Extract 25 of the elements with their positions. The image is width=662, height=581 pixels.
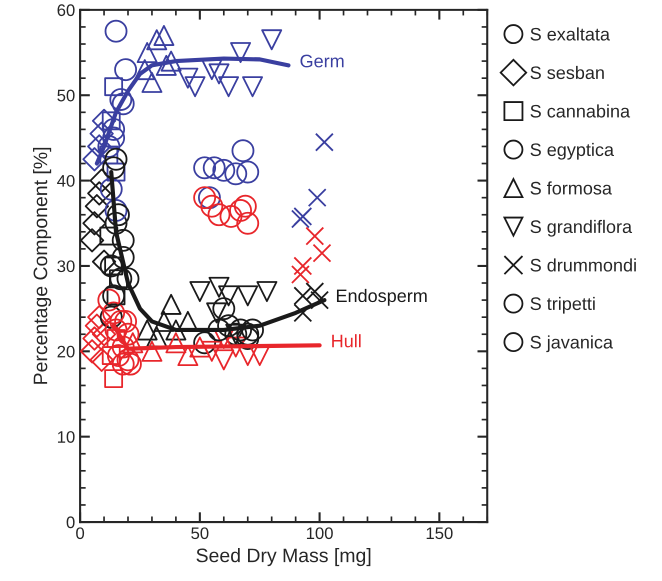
series-label: Germ — [300, 54, 344, 68]
y-tick-label: 40 — [57, 174, 75, 187]
y-tick-label: 50 — [57, 90, 75, 102]
series-label: Endosperm — [336, 288, 427, 306]
y-tick-label: 10 — [58, 431, 75, 443]
legend-label: S drummondi — [530, 258, 636, 272]
legend-label: S exaltata — [530, 27, 610, 41]
legend-label: S tripetti — [530, 296, 595, 314]
y-tick-label: 20 — [58, 346, 75, 358]
y-axis-title: Percentage Component [%] — [33, 148, 52, 384]
y-tick-label: 0 — [66, 516, 75, 528]
y-tick-label: 60 — [58, 4, 75, 16]
legend-label: S cannabina — [530, 104, 630, 118]
legend-label: S formosa — [530, 181, 612, 195]
series-label: Hull — [332, 334, 361, 348]
y-tick-label: 30 — [57, 260, 75, 272]
legend-label: S egyptica — [530, 142, 614, 160]
legend-label: S sesban — [530, 66, 604, 80]
x-tick-label: 150 — [426, 527, 453, 540]
x-tick-label: 0 — [76, 527, 84, 540]
x-axis-title: Seed Dry Mass [mg] — [196, 548, 370, 566]
x-tick-label: 100 — [306, 527, 333, 540]
legend-label: S grandiflora — [530, 220, 632, 237]
x-tick-label: 50 — [191, 527, 208, 540]
legend-label: S javanica — [530, 335, 613, 352]
